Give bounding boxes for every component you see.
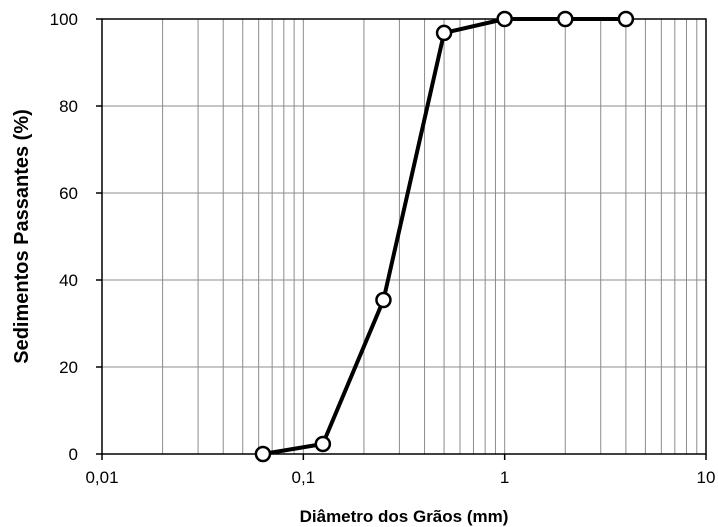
x-axis-title: Diâmetro dos Grãos (mm) [300,507,509,526]
plot-frame [101,18,707,455]
y-tick-label: 100 [50,10,78,29]
data-point [314,435,332,453]
data-point [375,291,392,309]
data-point [254,445,272,463]
y-tick-label: 20 [59,358,78,377]
data-point [557,10,574,28]
y-tick-label: 0 [69,445,78,464]
data-point [496,10,513,28]
x-tick-label: 1 [500,468,509,487]
y-tick-label: 80 [59,97,78,116]
grid [101,18,707,455]
data-point [617,10,635,28]
x-tick-label: 10 [697,468,716,487]
y-tick-label: 40 [59,271,78,290]
series [254,10,635,463]
x-tick-label: 0,01 [85,468,118,487]
y-tick-label: 60 [59,184,78,203]
x-tick-label: 0,1 [292,468,316,487]
y-axis-title: Sedimentos Passantes (%) [11,109,33,364]
data-point [435,24,453,42]
